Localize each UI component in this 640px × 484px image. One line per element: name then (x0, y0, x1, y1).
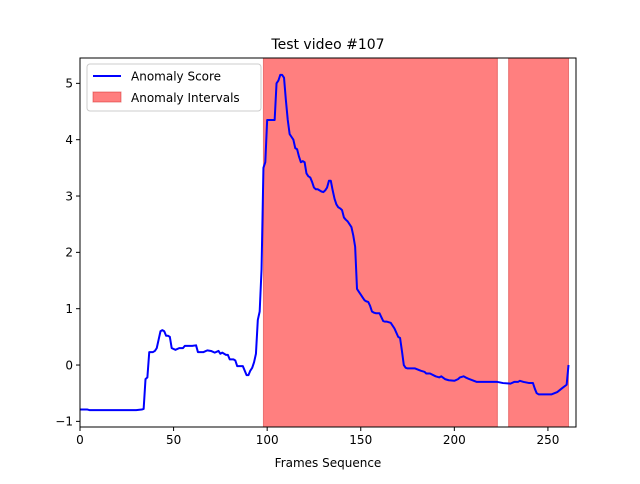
y-tick-label: 2 (65, 246, 73, 260)
y-axis-ticks: −1 0 1 2 3 4 5 (55, 77, 80, 429)
y-tick-label: 0 (65, 358, 73, 372)
anomaly-score-line (80, 73, 570, 412)
anomaly-interval-1 (508, 57, 570, 428)
x-axis-label: Frames Sequence (275, 456, 382, 470)
legend-box (86, 63, 262, 112)
legend-label-anomaly-score: Anomaly Score (131, 70, 221, 84)
x-tick-label: 100 (256, 433, 279, 447)
y-tick-label: 5 (65, 77, 73, 91)
score-line-layer (80, 73, 570, 412)
x-tick-label: 0 (76, 433, 84, 447)
x-tick-label: 200 (443, 433, 466, 447)
y-tick-label: −1 (55, 415, 73, 429)
plot-frame (79, 57, 577, 428)
legend-patch-swatch (92, 91, 122, 103)
legend: Anomaly Score Anomaly Intervals (86, 63, 262, 112)
y-tick-label: 1 (65, 302, 73, 316)
y-tick-label: 4 (65, 133, 73, 147)
chart-title: Test video #107 (270, 37, 384, 53)
anomaly-interval-0 (262, 57, 498, 428)
x-tick-label: 250 (536, 433, 559, 447)
legend-label-anomaly-intervals: Anomaly Intervals (131, 91, 240, 105)
x-axis-ticks: 0 50 100 150 200 250 (76, 427, 559, 447)
y-tick-label: 3 (65, 189, 73, 203)
x-tick-label: 50 (166, 433, 181, 447)
x-tick-label: 150 (349, 433, 372, 447)
anomaly-intervals (262, 57, 570, 428)
